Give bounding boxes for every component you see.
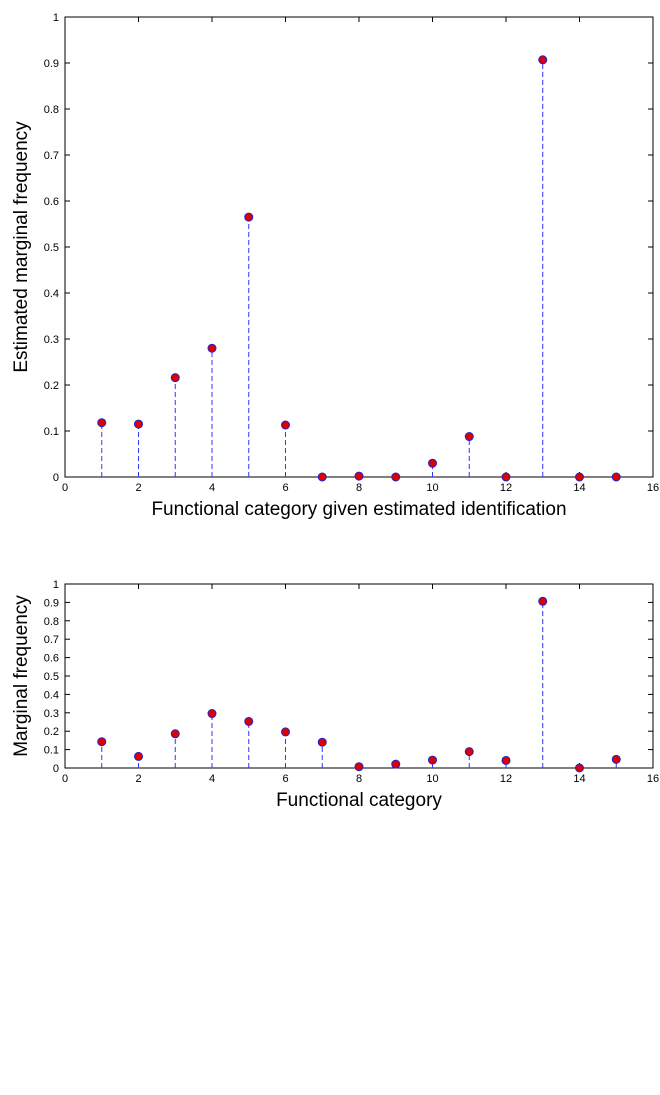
top-stem-marker	[575, 472, 584, 482]
bottom-stem-marker	[428, 755, 437, 765]
bottom-y-tick-label: 1	[53, 579, 59, 591]
bottom-data-marks	[97, 596, 621, 773]
bottom-x-tick-label: 0	[62, 773, 68, 785]
top-stem-marker	[611, 472, 621, 482]
bottom-stem-marker	[575, 763, 584, 773]
bottom-stem-marker	[611, 754, 621, 764]
top-stem-marker	[501, 472, 511, 482]
bottom-stem-marker	[134, 751, 143, 761]
top-y-tick-label: 0.1	[44, 426, 59, 438]
top-stem-marker	[97, 418, 107, 428]
bottom-x-tick-label: 4	[209, 773, 215, 785]
bottom-x-tick-label: 2	[135, 773, 141, 785]
top-x-tick-label: 0	[62, 482, 68, 494]
top-stem-marker	[134, 419, 143, 429]
bottom-x-tick-label: 6	[282, 773, 288, 785]
top-x-tick-label: 6	[282, 482, 288, 494]
bottom-stem-marker	[207, 709, 217, 719]
bottom-stem-marker	[244, 716, 254, 726]
top-stem-marker	[170, 373, 180, 383]
top-y-axis-label: Estimated marginal frequency	[11, 121, 32, 373]
bottom-x-tick-label: 14	[573, 773, 585, 785]
top-x-tick-label: 8	[356, 482, 362, 494]
bottom-y-axis-label: Marginal frequency	[11, 595, 32, 757]
bottom-stem-marker	[354, 762, 364, 772]
bottom-plot-frame	[64, 583, 654, 769]
top-y-tick-label: 0.2	[44, 380, 59, 392]
top-stem-marker	[317, 472, 327, 482]
top-y-tick-label: 0.7	[44, 150, 59, 162]
top-y-tick-label: 1	[53, 12, 59, 24]
bottom-y-tick-label: 0.5	[44, 671, 59, 683]
top-y-tick-label: 0.6	[44, 196, 59, 208]
top-stem-marker	[281, 420, 290, 430]
bottom-stem-marker	[281, 727, 290, 737]
bottom-x-axis-label: Functional category	[276, 790, 442, 811]
top-stem-marker	[207, 343, 217, 353]
top-y-tick-label: 0.9	[44, 58, 59, 70]
top-x-axis-label: Functional category given estimated iden…	[151, 499, 566, 520]
bottom-x-tick-label: 16	[647, 773, 659, 785]
top-stem-marker	[464, 432, 474, 442]
top-y-tick-label: 0.5	[44, 242, 59, 254]
bottom-x-tick-label: 12	[500, 773, 512, 785]
bottom-stem-marker	[501, 755, 511, 765]
bottom-stem-marker	[464, 747, 474, 757]
bottom-stem-marker	[170, 729, 180, 739]
bottom-y-tick-label: 0.7	[44, 634, 59, 646]
bottom-y-tick-label: 0.9	[44, 597, 59, 609]
top-stem-chart: 0 2 4 6 8 10 12 14 16 0 0.1 0.2 0.3 0.4 0.5 0.6 0.7 0.8 0.…	[11, 12, 659, 520]
top-stem-marker	[391, 472, 401, 482]
top-plot-frame	[64, 16, 654, 478]
top-x-tick-label: 14	[573, 482, 585, 494]
top-stem-marker	[354, 471, 364, 481]
bottom-x-tick-label: 10	[426, 773, 438, 785]
bottom-stem-chart: 0 2 4 6 8 10 12 14 16 0 0.1 0.2 0.3 0.4 0.5 0.6 0.7 0.8 0.…	[11, 579, 659, 811]
bottom-stem-marker	[97, 737, 107, 747]
top-y-tick-label: 0	[53, 472, 59, 484]
bottom-y-tick-label: 0.4	[44, 689, 59, 701]
bottom-stem-marker	[317, 737, 327, 747]
bottom-x-tick-label: 8	[356, 773, 362, 785]
top-y-tick-label: 0.8	[44, 104, 59, 116]
bottom-stem-marker	[391, 759, 401, 769]
bottom-y-tick-label: 0.8	[44, 616, 59, 628]
top-stem-marker	[538, 55, 548, 65]
top-x-tick-label: 12	[500, 482, 512, 494]
top-x-tick-label: 10	[426, 482, 438, 494]
top-axis-ticks: 0 2 4 6 8 10 12 14 16 0 0.1 0.2 0.3 0.4 0.5 0.6 0.7 0.8 0.…	[44, 12, 659, 494]
top-x-tick-label: 2	[135, 482, 141, 494]
bottom-stem-marker	[538, 596, 548, 606]
bottom-y-tick-label: 0.6	[44, 653, 59, 665]
top-x-tick-label: 16	[647, 482, 659, 494]
bottom-axis-ticks: 0 2 4 6 8 10 12 14 16 0 0.1 0.2 0.3 0.4 0.5 0.6 0.7 0.8 0.…	[44, 579, 659, 785]
top-y-tick-label: 0.4	[44, 288, 59, 300]
bottom-y-tick-label: 0	[53, 763, 59, 775]
top-y-tick-label: 0.3	[44, 334, 59, 346]
bottom-y-tick-label: 0.2	[44, 726, 59, 738]
top-stem-marker	[244, 212, 254, 222]
bottom-y-tick-label: 0.1	[44, 745, 59, 757]
bottom-y-tick-label: 0.3	[44, 708, 59, 720]
top-stem-marker	[428, 458, 437, 468]
top-x-tick-label: 4	[209, 482, 215, 494]
top-data-marks	[97, 55, 621, 482]
